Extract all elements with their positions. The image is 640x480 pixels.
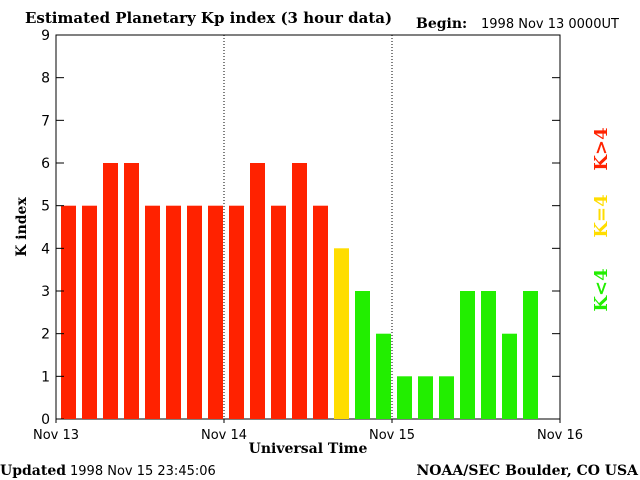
kp-bar	[124, 163, 139, 419]
kp-bar	[292, 163, 307, 419]
kp-bar	[502, 333, 517, 419]
kp-bar	[250, 163, 265, 419]
kp-bar	[103, 163, 118, 419]
kp-bar	[166, 205, 181, 419]
legend-k-below-4: K<4	[591, 268, 612, 311]
legend-k-above-4: K>4	[591, 127, 612, 170]
y-tick-label: 6	[41, 156, 50, 172]
y-axis: 0 1 2 3 4 5 6 7 8 9	[41, 28, 560, 428]
kp-bar	[208, 205, 223, 419]
y-tick-label: 0	[41, 412, 50, 428]
kp-bar	[271, 205, 286, 419]
y-tick-label: 7	[41, 113, 50, 129]
kp-bars	[61, 163, 538, 419]
legend-k-equal-4: K=4	[591, 194, 612, 237]
kp-bar	[82, 205, 97, 419]
x-axis: Nov 13 Nov 14 Nov 15 Nov 16	[33, 419, 583, 443]
x-tick-label: Nov 16	[537, 428, 583, 443]
kp-bar	[313, 205, 328, 419]
y-tick-label: 9	[41, 28, 50, 44]
x-tick-label: Nov 13	[33, 428, 79, 443]
kp-bar	[187, 205, 202, 419]
y-tick-label: 5	[41, 199, 50, 215]
y-tick-label: 1	[41, 369, 50, 385]
begin-value: 1998 Nov 13 0000UT	[481, 17, 619, 32]
y-tick-label: 3	[41, 284, 50, 300]
kp-bar	[376, 333, 391, 419]
y-tick-label: 2	[41, 327, 50, 343]
kp-bar	[460, 291, 475, 419]
y-tick-label: 8	[41, 71, 50, 87]
kp-bar	[418, 376, 433, 419]
x-axis-label: Universal Time	[249, 441, 368, 457]
plot-frame	[55, 34, 561, 420]
kp-bar	[439, 376, 454, 419]
kp-bar	[397, 376, 412, 419]
kp-bar	[61, 205, 76, 419]
source-credit: NOAA/SEC Boulder, CO USA	[417, 463, 640, 479]
y-tick-label: 4	[41, 241, 50, 257]
begin-label: Begin:	[416, 16, 467, 32]
kp-bar	[523, 291, 538, 419]
updated-label: Updated	[0, 463, 66, 479]
kp-bar	[481, 291, 496, 419]
day-dividers	[223, 35, 393, 419]
x-tick-label: Nov 15	[369, 428, 415, 443]
updated-value: 1998 Nov 15 23:45:06	[70, 464, 216, 479]
kp-bar	[355, 291, 370, 419]
kp-bar	[145, 205, 160, 419]
chart-title: Estimated Planetary Kp index (3 hour dat…	[25, 9, 392, 27]
kp-bar	[334, 248, 349, 419]
y-axis-label: K index	[14, 197, 30, 257]
kp-bar	[229, 205, 244, 419]
x-tick-label: Nov 14	[201, 428, 247, 443]
